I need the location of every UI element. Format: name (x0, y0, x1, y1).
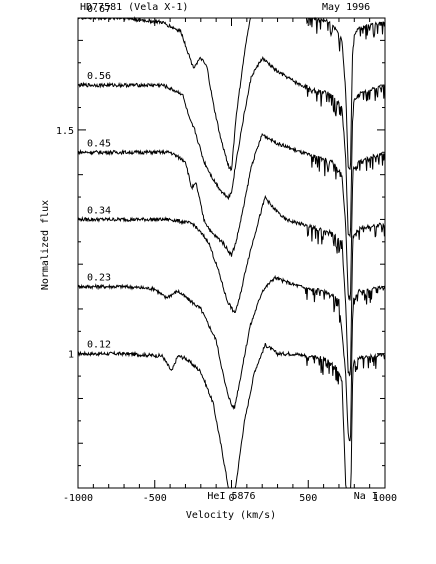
annotation-na-i: Na I (354, 491, 378, 502)
x-tick-label: 500 (299, 493, 317, 504)
phase-label-0.45: 0.45 (87, 138, 111, 149)
spectrum-line-phase-0.34 (77, 194, 386, 377)
spectrum-line-phase-0.67 (77, 16, 386, 172)
phase-label-0.12: 0.12 (87, 340, 111, 351)
y-axis-label: Normalized flux (40, 200, 51, 290)
x-tick-label: -500 (143, 493, 167, 504)
x-axis-label: Velocity (km/s) (186, 510, 276, 521)
plot-frame (77, 17, 386, 489)
spectra-lines (77, 16, 386, 489)
chart-title-left: HD77581 (Vela X-1) (80, 2, 188, 13)
x-tick-label: -1000 (63, 493, 93, 504)
y-tick-label: 1 (68, 350, 74, 361)
spectrum-line-phase-0.23 (77, 274, 386, 442)
chart-title-right: May 1996 (322, 2, 370, 13)
annotations: HeI 5876 Na I (207, 491, 377, 502)
phase-label-0.67: 0.67 (87, 4, 111, 15)
y-tick-label: 1.5 (56, 126, 74, 137)
spectrum-line-phase-0.12 (77, 342, 386, 489)
y-axis-ticks: 11.5 (56, 39, 385, 467)
phase-label-0.56: 0.56 (87, 71, 111, 82)
spectrum-line-phase-0.56 (77, 56, 386, 238)
phase-labels: 0.12 0.23 0.34 0.45 0.56 0.67 (87, 4, 111, 351)
phase-label-0.23: 0.23 (87, 273, 111, 284)
x-tick-label: 1000 (373, 493, 397, 504)
x-axis-ticks: -1000 -500 0 500 1000 (63, 18, 397, 504)
spectrum-line-phase-0.45 (77, 132, 386, 301)
annotation-hei-5876: HeI 5876 (207, 491, 255, 502)
x-tick-label: 0 (228, 493, 234, 504)
phase-label-0.34: 0.34 (87, 205, 111, 216)
